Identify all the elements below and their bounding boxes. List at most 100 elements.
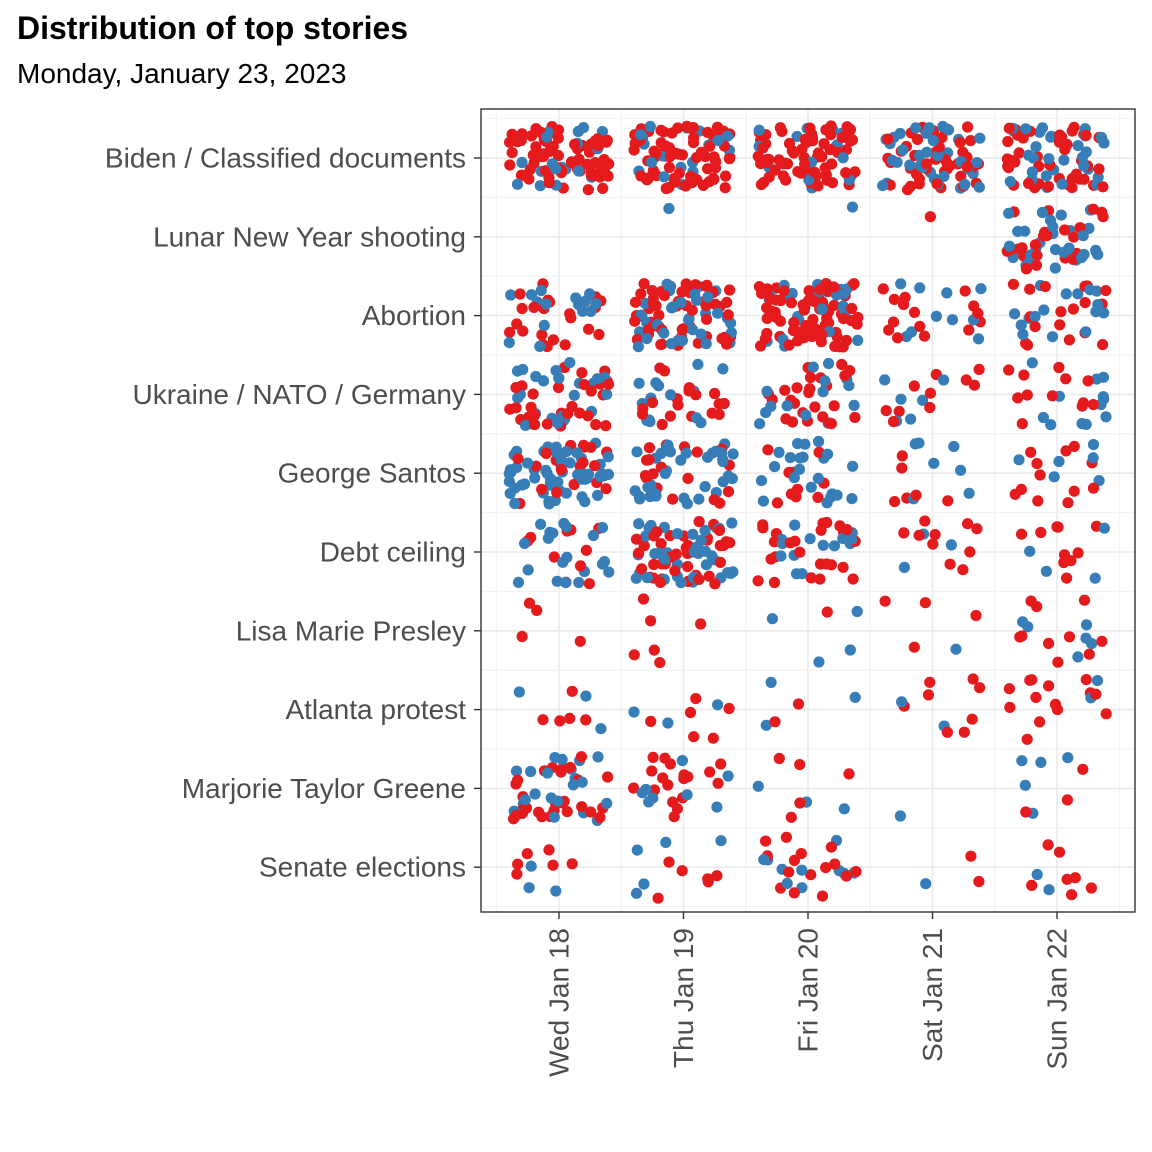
point-red — [1031, 458, 1043, 470]
point-blue — [530, 370, 542, 383]
point-blue — [805, 481, 817, 493]
point-blue — [550, 885, 562, 897]
point-blue — [634, 129, 647, 141]
point-red — [688, 731, 700, 743]
point-blue — [568, 389, 580, 401]
point-red — [633, 547, 645, 559]
point-red — [1021, 262, 1033, 275]
point-red — [829, 340, 841, 352]
point-blue — [639, 297, 651, 309]
point-red — [825, 841, 838, 853]
point-blue — [564, 357, 576, 369]
point-red — [682, 771, 694, 783]
point-red — [1029, 321, 1041, 333]
point-blue — [641, 572, 654, 584]
point-red — [559, 339, 571, 351]
point-red — [836, 358, 848, 371]
point-red — [574, 560, 587, 572]
point-blue — [503, 476, 515, 488]
point-blue — [1019, 225, 1031, 237]
point-red — [510, 382, 522, 394]
point-red — [769, 164, 781, 176]
point-red — [962, 518, 974, 530]
point-red — [1029, 239, 1041, 251]
point-red — [723, 702, 735, 715]
point-red — [668, 811, 680, 823]
point-red — [1100, 708, 1112, 720]
point-red — [720, 333, 732, 345]
x-axis: Wed Jan 18 Thu Jan 19 Fri Jan 20 Sat Jan 21… — [544, 912, 1073, 1077]
point-red — [778, 285, 790, 297]
point-red — [562, 408, 574, 420]
point-blue — [538, 319, 550, 331]
point-red — [641, 454, 653, 466]
point-red — [813, 446, 825, 458]
point-blue — [1003, 207, 1015, 219]
point-red — [919, 515, 931, 527]
point-blue — [534, 340, 546, 352]
point-blue — [1045, 419, 1057, 431]
point-blue — [630, 887, 643, 899]
point-blue — [886, 154, 898, 166]
point-red — [1080, 674, 1092, 686]
point-red — [908, 380, 920, 392]
point-red — [760, 157, 773, 169]
point-red — [921, 158, 933, 170]
point-blue — [757, 495, 770, 507]
point-red — [817, 411, 829, 423]
point-red — [771, 497, 784, 509]
point-red — [761, 302, 773, 314]
point-blue — [690, 412, 703, 424]
point-red — [779, 384, 791, 396]
point-red — [581, 158, 593, 170]
point-red — [684, 706, 697, 719]
point-red — [788, 887, 800, 899]
point-blue — [662, 717, 674, 729]
point-red — [770, 311, 782, 323]
point-blue — [917, 394, 929, 406]
point-red — [904, 180, 917, 192]
point-red — [655, 538, 667, 550]
point-blue — [555, 454, 568, 467]
point-blue — [726, 517, 738, 529]
point-blue — [644, 416, 656, 428]
point-red — [805, 869, 817, 881]
point-red — [1021, 733, 1033, 745]
point-blue — [541, 767, 554, 779]
point-red — [510, 402, 522, 414]
point-blue — [576, 776, 588, 788]
point-red — [640, 472, 653, 484]
y-tick-label: Ukraine / NATO / Germany — [133, 379, 467, 410]
point-blue — [852, 334, 864, 346]
point-red — [638, 278, 650, 290]
point-blue — [1004, 176, 1016, 188]
point-blue — [754, 418, 766, 430]
point-blue — [644, 120, 656, 133]
point-blue — [560, 577, 572, 589]
point-red — [536, 329, 548, 341]
point-red — [971, 523, 983, 535]
point-red — [817, 517, 829, 529]
point-blue — [837, 152, 849, 164]
point-blue — [1080, 619, 1093, 631]
point-blue — [573, 576, 585, 589]
point-blue — [1043, 884, 1055, 896]
point-red — [592, 133, 604, 145]
point-blue — [676, 755, 689, 767]
point-blue — [1091, 675, 1104, 687]
point-blue — [817, 539, 829, 551]
point-blue — [1092, 299, 1104, 311]
point-red — [1061, 794, 1073, 806]
point-red — [783, 137, 796, 150]
point-red — [914, 320, 926, 332]
y-tick-label: Biden / Classified documents — [105, 143, 466, 174]
point-blue — [775, 550, 787, 562]
point-blue — [974, 132, 986, 144]
point-red — [656, 418, 668, 431]
point-red — [543, 177, 555, 189]
point-red — [1012, 392, 1024, 404]
point-red — [504, 326, 516, 338]
point-red — [531, 604, 543, 617]
point-blue — [509, 497, 521, 510]
y-tick-label: George Santos — [278, 458, 466, 489]
